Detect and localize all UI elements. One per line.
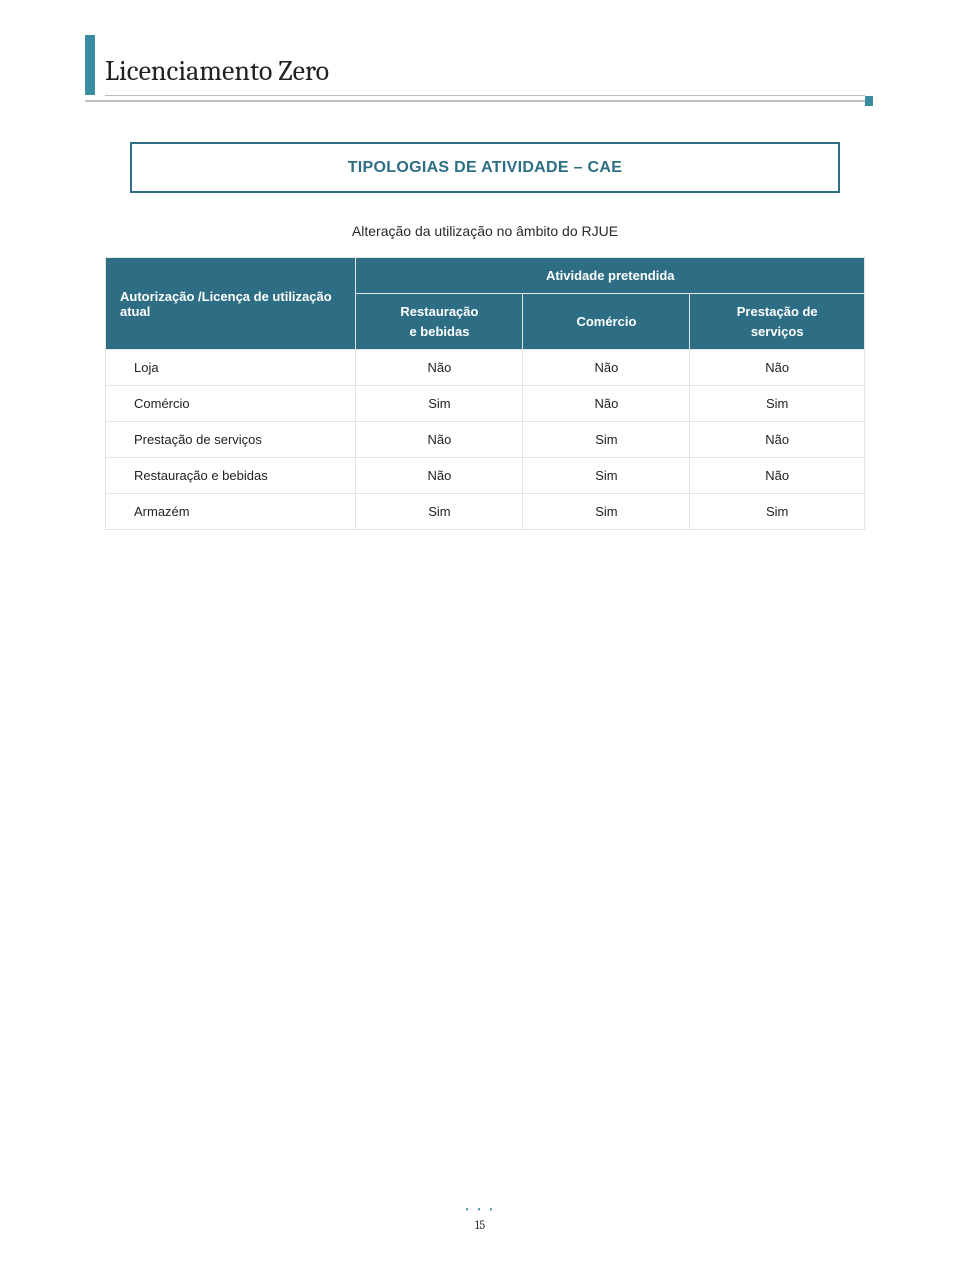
cell-value: Não <box>690 422 865 458</box>
col-header-1: Comércio <box>523 294 690 350</box>
table-row: LojaNãoNãoNão <box>106 350 865 386</box>
title-rule-1 <box>105 95 865 96</box>
col-group-label: Atividade pretendida <box>356 258 865 294</box>
section-box: TIPOLOGIAS DE ATIVIDADE – CAE <box>130 142 840 193</box>
header-accent-bar <box>85 35 95 95</box>
cell-value: Sim <box>690 386 865 422</box>
col-header-0: Restauraçãoe bebidas <box>356 294 523 350</box>
row-label: Armazém <box>106 494 356 530</box>
cell-value: Sim <box>523 422 690 458</box>
row-label: Restauração e bebidas <box>106 458 356 494</box>
row-label: Comércio <box>106 386 356 422</box>
row-label: Loja <box>106 350 356 386</box>
cell-value: Não <box>356 350 523 386</box>
table-caption: Alteração da utilização no âmbito do RJU… <box>105 223 865 239</box>
title-rule-2 <box>85 100 865 102</box>
col-header-2: Prestação deserviços <box>690 294 865 350</box>
table-row: Restauração e bebidasNãoSimNão <box>106 458 865 494</box>
cell-value: Não <box>523 350 690 386</box>
row-header-label: Autorização /Licença de utilização atual <box>106 258 356 350</box>
page-title: Licenciamento Zero <box>105 45 865 87</box>
table-row: ArmazémSimSimSim <box>106 494 865 530</box>
footer-dots-icon: • • • <box>0 1202 960 1216</box>
cell-value: Não <box>523 386 690 422</box>
cell-value: Sim <box>356 494 523 530</box>
section-title: TIPOLOGIAS DE ATIVIDADE – CAE <box>348 159 623 176</box>
cell-value: Sim <box>523 494 690 530</box>
cell-value: Sim <box>356 386 523 422</box>
cell-value: Não <box>690 458 865 494</box>
table-row: ComércioSimNãoSim <box>106 386 865 422</box>
cell-value: Sim <box>523 458 690 494</box>
cell-value: Não <box>690 350 865 386</box>
row-label: Prestação de serviços <box>106 422 356 458</box>
cell-value: Não <box>356 422 523 458</box>
cell-value: Sim <box>690 494 865 530</box>
page-number: 15 <box>0 1218 960 1232</box>
activity-table: Autorização /Licença de utilização atual… <box>105 257 865 530</box>
page-footer: • • • 15 <box>0 1202 960 1232</box>
cell-value: Não <box>356 458 523 494</box>
table-row: Prestação de serviçosNãoSimNão <box>106 422 865 458</box>
